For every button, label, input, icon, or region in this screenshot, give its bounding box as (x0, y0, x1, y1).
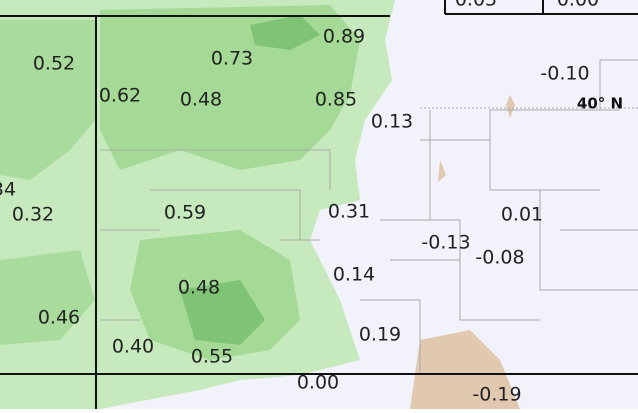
value-label: 0.48 (178, 277, 220, 299)
value-label: 0.85 (315, 89, 357, 111)
value-label: 34 (0, 179, 16, 201)
value-label: 0.73 (211, 48, 253, 70)
value-label: 0.52 (33, 53, 75, 75)
value-label: 0.13 (371, 111, 413, 133)
value-label: -0.10 (540, 63, 589, 85)
value-label: 0.00 (557, 0, 599, 11)
precip-area (180, 280, 265, 345)
county-lines (100, 59, 638, 374)
dry-area (410, 330, 520, 409)
labels: 0.05 0.00 0.89 0.52 0.73 0.62 0.48 0.85 … (0, 0, 599, 406)
value-label: 0.89 (323, 26, 365, 48)
value-label: 0.48 (180, 89, 222, 111)
latitude-label: 40° N (577, 95, 623, 113)
value-label: 0.14 (333, 264, 375, 286)
value-label: 0.05 (455, 0, 497, 11)
value-label: 0.31 (328, 201, 370, 223)
value-label: 0.01 (501, 204, 543, 226)
value-label: -0.08 (475, 247, 524, 269)
value-label: 0.32 (12, 204, 54, 226)
value-label: -0.13 (421, 232, 470, 254)
value-label: 0.46 (38, 307, 80, 329)
value-label: 0.55 (191, 346, 233, 368)
value-label: 0.40 (112, 336, 154, 358)
value-label: 0.62 (99, 85, 141, 107)
value-label: 0.19 (359, 324, 401, 346)
precip-area (0, 250, 95, 345)
value-label: 0.00 (297, 372, 339, 394)
precip-area (250, 15, 320, 50)
precip-area (0, 20, 95, 180)
dry-area (438, 95, 515, 182)
value-label: -0.19 (472, 384, 521, 406)
value-label: 0.59 (164, 202, 206, 224)
